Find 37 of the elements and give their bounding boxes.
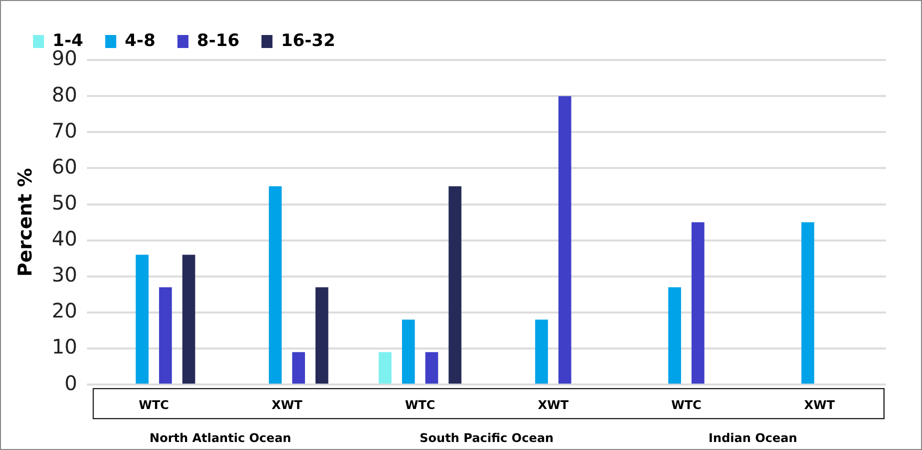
bar <box>801 222 814 384</box>
bar <box>292 352 305 384</box>
bar <box>378 352 392 384</box>
bar <box>535 320 548 384</box>
bar <box>136 254 149 384</box>
y-tick-label: 50 <box>52 190 78 214</box>
text: North Atlantic Ocean <box>150 431 292 446</box>
x-tick-label: XWT <box>538 398 570 412</box>
bar <box>668 287 682 384</box>
bar <box>448 186 462 384</box>
bar <box>182 254 196 384</box>
legend-label: 4-8 <box>124 30 156 51</box>
bar <box>558 96 572 384</box>
x-tick-label: XWT <box>272 398 304 412</box>
x-tick-label: WTC <box>404 398 436 412</box>
y-tick-label: 0 <box>64 370 78 395</box>
x-tick-label: XWT <box>804 398 836 412</box>
y-tick-label: 20 <box>52 298 78 323</box>
legend-label: 8-16 <box>196 30 240 51</box>
bar <box>159 287 172 384</box>
text: South Pacific Ocean <box>420 431 554 446</box>
y-tick-label: 60 <box>52 154 78 178</box>
y-tick-label: 30 <box>52 262 78 287</box>
bar <box>315 287 328 384</box>
y-tick-label: 70 <box>52 118 78 142</box>
bar <box>692 222 704 384</box>
legend-label: 16-32 <box>280 30 336 51</box>
y-tick-label: 10 <box>52 334 78 359</box>
x-tick-label: WTC <box>138 398 170 412</box>
y-tick-label: 80 <box>52 82 78 106</box>
x-tick-label: WTC <box>671 398 702 412</box>
bar <box>425 352 438 384</box>
bar <box>268 186 282 384</box>
y-tick-label: 40 <box>52 226 78 251</box>
text: Indian Ocean <box>708 431 798 446</box>
bar <box>402 320 415 384</box>
y-axis-title: Percent % <box>14 168 36 277</box>
